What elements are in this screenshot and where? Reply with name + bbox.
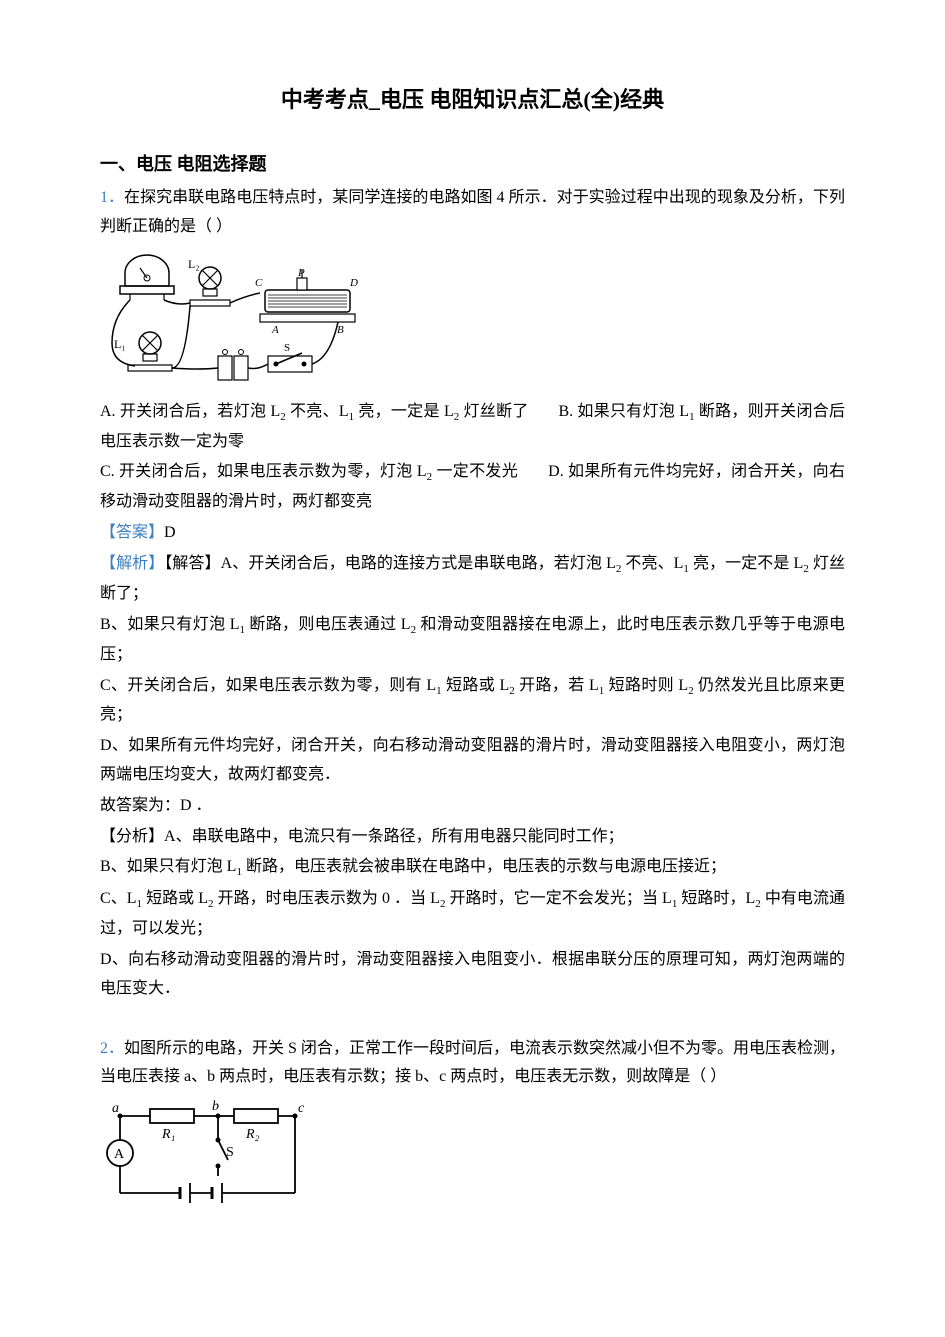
q1-anaC-3: 开路，若 L — [515, 677, 599, 694]
q1-anaA-2: 不亮、L — [621, 555, 683, 572]
q1-fenxiC-2: 短路或 L — [142, 890, 208, 907]
q1-anaC-1: C、开关闭合后，如果电压表示数为零，则有 L — [100, 677, 436, 694]
q1-fenxiC-3: 开路，时电压表示数为 0 ．当 L — [214, 890, 440, 907]
q1-optC-2: 一定不发光 — [432, 463, 518, 480]
q1-fenxi-A: 【分析】A、串联电路中，电流只有一条路径，所有用电器只能同时工作； — [100, 823, 845, 852]
q2-number: 2． — [100, 1040, 124, 1057]
q1-fenxi-B: B、如果只有灯泡 L1 断路，电压表就会被串联在电路中，电压表的示数与电源电压接… — [100, 853, 845, 883]
q2-stem-text: 如图所示的电路，开关 S 闭合，正常工作一段时间后，电流表示数突然减小但不为零。… — [100, 1040, 845, 1086]
label-L1: L₁ — [114, 337, 126, 351]
label-R2: R₂ — [245, 1127, 260, 1142]
q1-analysis-end: 故答案为：D ． — [100, 792, 845, 821]
label-a: a — [112, 1101, 119, 1116]
q1-fenxi-D: D、向右移动滑动变阻器的滑片时，滑动变阻器接入电阻变小．根据串联分压的原理可知，… — [100, 946, 845, 1004]
circuit-diagram-1: L₂ C P D A B L₁ — [100, 248, 370, 388]
q1-optA-1: A. 开关闭合后，若灯泡 L — [100, 403, 280, 420]
q2-figure: a R₁ b R₂ c — [100, 1098, 845, 1208]
q1-anaB-2: 断路，则电压表通过 L — [245, 616, 411, 633]
q1-stem: 1．在探究串联电路电压特点时，某同学连接的电路如图 4 所示．对于实验过程中出现… — [100, 184, 845, 242]
q1-fenxiB-1: B、如果只有灯泡 L — [100, 858, 236, 875]
document-page: 中考考点_电压 电阻知识点汇总(全)经典 一、电压 电阻选择题 1．在探究串联电… — [0, 0, 945, 1278]
label-A-rheo: A — [271, 324, 279, 336]
label-R1: R₁ — [161, 1127, 175, 1142]
q1-fenxiB-2: 断路，电压表就会被串联在电路中，电压表的示数与电源电压接近； — [242, 858, 726, 875]
q1-fenxiC-4: 开路时，它一定不会发光；当 L — [445, 890, 671, 907]
q1-fenxi-C: C、L1 短路或 L2 开路，时电压表示数为 0 ．当 L2 开路时，它一定不会… — [100, 885, 845, 944]
answer-label: 【答案】 — [100, 524, 164, 541]
q1-fenxiC-1: C、L — [100, 890, 137, 907]
q1-option-line1: A. 开关闭合后，若灯泡 L2 不亮、L1 亮，一定是 L2 灯丝断了 B. 如… — [100, 398, 845, 457]
page-title: 中考考点_电压 电阻知识点汇总(全)经典 — [100, 80, 845, 120]
q1-analysis-A: 【解析】【解答】A、开关闭合后，电路的连接方式是串联电路，若灯泡 L2 不亮、L… — [100, 550, 845, 609]
q2-stem: 2．如图所示的电路，开关 S 闭合，正常工作一段时间后，电流表示数突然减小但不为… — [100, 1035, 845, 1093]
q1-optC-1: C. 开关闭合后，如果电压表示数为零，灯泡 L — [100, 463, 427, 480]
q1-optA-2: 不亮、L — [286, 403, 349, 420]
analysis-label: 【解析】 — [100, 555, 164, 572]
q1-optB-1: B. 如果只有灯泡 L — [558, 403, 689, 420]
q1-answer-line: 【答案】D — [100, 519, 845, 548]
q1-analysis-C: C、开关闭合后，如果电压表示数为零，则有 L1 短路或 L2 开路，若 L1 短… — [100, 672, 845, 731]
q1-answer: D — [164, 524, 176, 541]
label-C: C — [255, 277, 263, 289]
q1-anaC-2: 短路或 L — [442, 677, 510, 694]
q1-optA-3: 亮，一定是 L — [354, 403, 454, 420]
label-b: b — [212, 1099, 219, 1114]
q1-stem-text: 在探究串联电路电压特点时，某同学连接的电路如图 4 所示．对于实验过程中出现的现… — [100, 189, 845, 235]
label-P: P — [297, 267, 305, 279]
label-D: D — [349, 277, 358, 289]
fenxi-label-span: 【分析】 — [100, 828, 164, 845]
label-B-rheo: B — [337, 324, 344, 336]
label-c: c — [298, 1101, 305, 1116]
q1-anaA-3: 亮，一定不是 L — [689, 555, 803, 572]
q1-fenxiC-5: 短路时，L — [677, 890, 755, 907]
section-heading: 一、电压 电阻选择题 — [100, 148, 845, 180]
label-S: S — [284, 342, 290, 354]
q1-anaA-1: 【解答】A、开关闭合后，电路的连接方式是串联电路，若灯泡 L — [164, 555, 616, 572]
circuit-diagram-2: a R₁ b R₂ c — [100, 1098, 310, 1208]
q1-fenxiA-text: A、串联电路中，电流只有一条路径，所有用电器只能同时工作； — [164, 828, 624, 845]
q1-analysis-B: B、如果只有灯泡 L1 断路，则电压表通过 L2 和滑动变阻器接在电源上，此时电… — [100, 611, 845, 670]
q1-analysis-D: D、如果所有元件均完好，闭合开关，向右移动滑动变阻器的滑片时，滑动变阻器接入电阻… — [100, 732, 845, 790]
q1-optA-4: 灯丝断了 — [459, 403, 528, 420]
q1-anaB-1: B、如果只有灯泡 L — [100, 616, 240, 633]
label-switch-S: S — [226, 1145, 234, 1160]
q1-option-line2: C. 开关闭合后，如果电压表示数为零，灯泡 L2 一定不发光 D. 如果所有元件… — [100, 458, 845, 517]
q1-anaC-4: 短路时则 L — [604, 677, 688, 694]
label-L2: L₂ — [188, 257, 200, 271]
q1-figure: L₂ C P D A B L₁ — [100, 248, 845, 388]
q1-number: 1． — [100, 189, 124, 206]
label-ammeter: A — [114, 1147, 125, 1162]
